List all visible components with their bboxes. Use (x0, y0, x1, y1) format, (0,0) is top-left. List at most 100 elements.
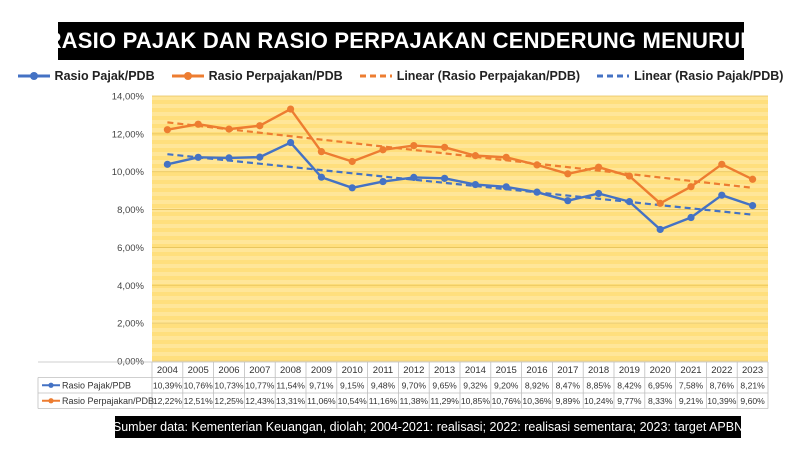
data-point (256, 122, 264, 130)
source-note: Sumber data: Kementerian Keuangan, diola… (113, 416, 743, 438)
table-cell-value: 10,24% (584, 396, 614, 406)
legend-label-linear-perpajakan: Linear (Rasio Perpajakan/PDB) (396, 69, 581, 83)
table-cell-value: 12,22% (153, 396, 183, 406)
table-cell-value: 10,85% (461, 396, 491, 406)
data-point (749, 175, 757, 183)
table-cell-value: 8,33% (648, 396, 673, 406)
legend-item-perpajakan: Rasio Perpajakan/PDB (171, 66, 343, 86)
data-point (502, 183, 510, 191)
data-point (287, 105, 295, 113)
plot-stripe (152, 124, 768, 128)
data-point (533, 188, 541, 196)
legend-swatch-linear-pajak (597, 74, 630, 78)
legend-item-linear-perpajakan: Linear (Rasio Perpajakan/PDB) (359, 66, 580, 86)
x-tick-label: 2014 (465, 365, 486, 376)
x-tick-label: 2013 (434, 365, 455, 376)
data-point (410, 173, 418, 181)
plot-stripe (152, 172, 768, 176)
table-cell-value: 12,43% (245, 396, 275, 406)
plot-stripe (152, 244, 768, 248)
x-tick-label: 2020 (650, 365, 671, 376)
plot-stripe (152, 292, 768, 296)
data-point (564, 170, 572, 178)
table-cell-value: 9,60% (740, 396, 765, 406)
x-tick-label: 2019 (619, 365, 640, 376)
trendline (167, 153, 753, 216)
plot-stripe (152, 100, 768, 104)
table-cell-value: 12,51% (184, 396, 214, 406)
data-point (441, 174, 449, 182)
table-cell-value: 11,16% (369, 396, 398, 406)
trendline (167, 121, 753, 189)
legend-label-perpajakan: Rasio Perpajakan/PDB (208, 69, 343, 83)
plot-stripe (152, 348, 768, 352)
table-cell-value: 9,48% (371, 381, 396, 391)
legend-item-linear-pajak: Linear (Rasio Pajak/PDB) (596, 66, 783, 86)
legend-label-pajak: Rasio Pajak/PDB (54, 69, 155, 83)
plot-stripe (152, 188, 768, 192)
y-tick-label: 6,00% (117, 243, 144, 254)
plot-stripe (152, 116, 768, 120)
legend-item-pajak: Rasio Pajak/PDB (17, 66, 155, 86)
data-point (348, 157, 356, 166)
plot-stripe (152, 148, 768, 152)
x-tick-label: 2010 (342, 365, 363, 376)
plot-stripe (152, 164, 768, 168)
data-point (163, 160, 171, 168)
data-point (502, 153, 510, 161)
table-cell-value: 8,21% (740, 381, 765, 391)
data-point (194, 120, 202, 128)
y-tick-label: 8,00% (117, 205, 144, 216)
data-point (441, 143, 449, 151)
table-cell-value: 10,73% (214, 381, 244, 391)
plot-stripe (152, 284, 768, 288)
data-point (317, 148, 325, 156)
plot-stripe (152, 156, 768, 160)
x-tick-label: 2017 (557, 365, 578, 376)
table-cell-value: 9,32% (463, 381, 488, 391)
data-point (287, 138, 295, 147)
data-point (656, 225, 664, 234)
plot-stripe (152, 356, 768, 360)
x-tick-label: 2016 (526, 365, 547, 376)
plot-stripe (152, 268, 768, 272)
legend-swatch-linear-perpajakan (359, 74, 392, 78)
data-point (749, 201, 757, 210)
legend-swatch-pajak (17, 72, 50, 80)
x-tick-label: 2015 (496, 365, 517, 376)
y-tick-label: 2,00% (117, 319, 144, 330)
plot-stripe (152, 204, 768, 208)
data-point (225, 154, 233, 162)
table-cell-value: 10,76% (184, 381, 214, 391)
y-tick-label: 12,00% (112, 129, 145, 140)
data-point (564, 197, 572, 205)
data-point (163, 126, 171, 134)
x-tick-label: 2021 (680, 365, 701, 376)
x-tick-label: 2012 (403, 365, 424, 376)
data-point (533, 161, 541, 169)
table-cell-value: 9,15% (340, 381, 365, 391)
table-cell-value: 8,42% (617, 381, 642, 391)
x-tick-label: 2011 (373, 365, 393, 376)
plot-stripe (152, 324, 768, 328)
plot-stripe (152, 276, 768, 280)
plot-stripe (152, 300, 768, 304)
x-tick-label: 2005 (188, 365, 209, 376)
table-cell-value: 11,06% (307, 396, 336, 406)
y-tick-label: 10,00% (112, 167, 145, 178)
chart-title: RASIO PAJAK DAN RASIO PERPAJAKAN CENDERU… (46, 22, 756, 60)
table-series-name: Rasio Pajak/PDB (62, 381, 131, 391)
table-cell-value: 11,29% (430, 396, 459, 406)
table-cell-value: 9,89% (556, 396, 581, 406)
plot-stripe (152, 260, 768, 264)
data-point (687, 213, 695, 222)
table-cell-value: 9,20% (494, 381, 519, 391)
y-tick-label: 4,00% (117, 281, 144, 292)
data-point (256, 153, 264, 161)
plot-stripe (152, 236, 768, 240)
plot-stripe (152, 220, 768, 224)
plot-stripe (152, 340, 768, 344)
series-line (167, 107, 754, 205)
data-point (471, 152, 479, 160)
